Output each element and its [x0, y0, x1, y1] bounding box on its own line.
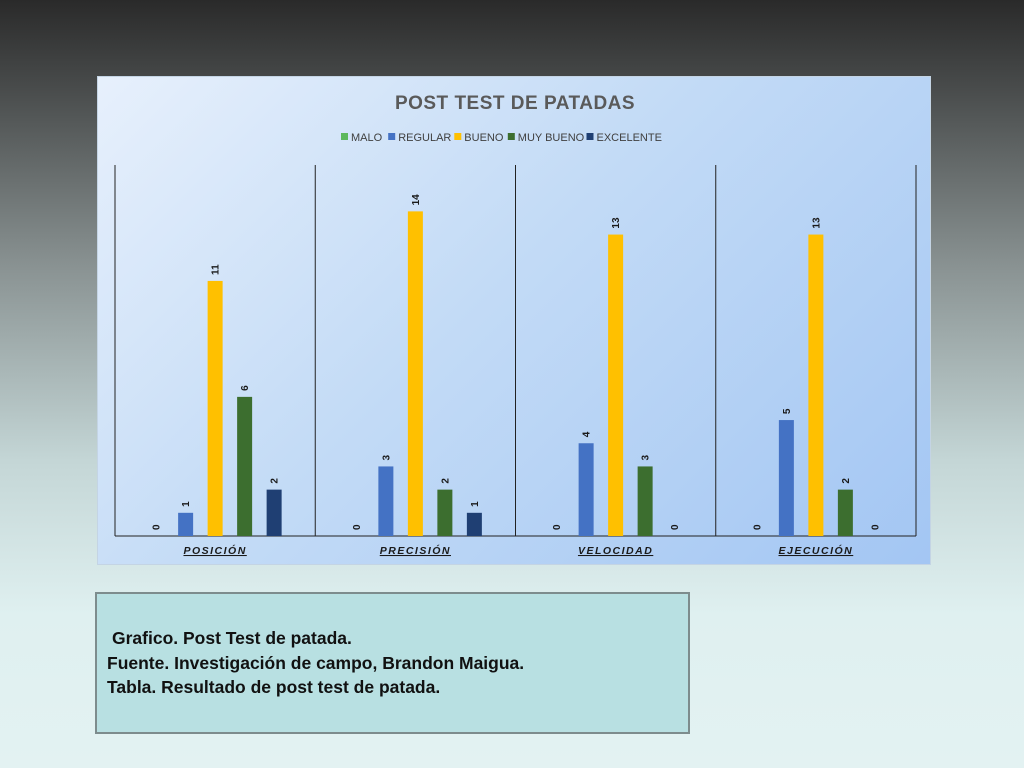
bar [466, 512, 482, 536]
chart-title: POST TEST DE PATADAS [395, 93, 635, 114]
data-label: 2 [440, 478, 451, 484]
legend-swatch-1 [388, 133, 396, 140]
legend-label-2: BUENO [464, 132, 504, 144]
chart-panel: POST TEST DE PATADAS MALO REGULAR BUENO MUY … [97, 76, 931, 565]
bar [837, 489, 853, 536]
bar [437, 489, 453, 536]
legend-label-0: MALO [351, 132, 383, 144]
bar [207, 280, 223, 536]
caption-line-3: Tabla. Resultado de post test de patada. [107, 677, 441, 697]
data-label: 1 [181, 501, 192, 507]
caption-line-1: Grafico. Post Test de patada. [112, 628, 352, 648]
bar [178, 512, 194, 536]
chart-svg: POST TEST DE PATADAS MALO REGULAR BUENO MUY … [114, 93, 917, 557]
legend-label-1: REGULAR [398, 132, 451, 144]
data-label: 4 [582, 431, 593, 437]
x-tick-label: EJECUCIÓN [778, 544, 853, 557]
data-label: 2 [270, 478, 281, 484]
bar [778, 420, 794, 536]
data-label: 0 [870, 524, 881, 530]
bar [578, 443, 594, 536]
bar [808, 234, 824, 536]
bar [608, 234, 624, 536]
data-label: 0 [352, 524, 363, 530]
x-tick-label: POSICIÓN [183, 544, 246, 557]
data-label: 0 [152, 524, 163, 530]
caption-box: Grafico. Post Test de patada. Fuente. In… [95, 592, 690, 734]
legend-label-4: EXCELENTE [597, 132, 662, 144]
data-label: 5 [782, 408, 793, 414]
data-label: 13 [611, 217, 622, 229]
legend-swatch-2 [454, 133, 462, 140]
bar [407, 211, 423, 536]
data-label: 3 [381, 454, 392, 460]
x-tick-label: VELOCIDAD [578, 545, 653, 557]
bar [237, 396, 253, 536]
data-label: 14 [411, 194, 422, 206]
legend-swatch-3 [507, 133, 515, 140]
bar [378, 466, 394, 536]
data-label: 0 [670, 524, 681, 530]
legend-label-3: MUY BUENO [518, 132, 585, 144]
data-label: 3 [641, 454, 652, 460]
data-label: 11 [211, 264, 222, 275]
bar [266, 489, 282, 536]
x-tick-label: PRECISIÓN [380, 544, 451, 557]
data-label: 1 [470, 501, 481, 507]
bar [637, 466, 653, 536]
data-label: 6 [240, 385, 251, 391]
legend-swatch-0 [341, 133, 348, 140]
data-label: 0 [552, 524, 563, 530]
data-label: 0 [752, 524, 763, 530]
caption-line-2: Fuente. Investigación de campo, Brandon … [107, 653, 525, 673]
data-label: 13 [811, 217, 822, 229]
data-label: 2 [841, 478, 852, 484]
legend-swatch-4 [586, 133, 594, 140]
